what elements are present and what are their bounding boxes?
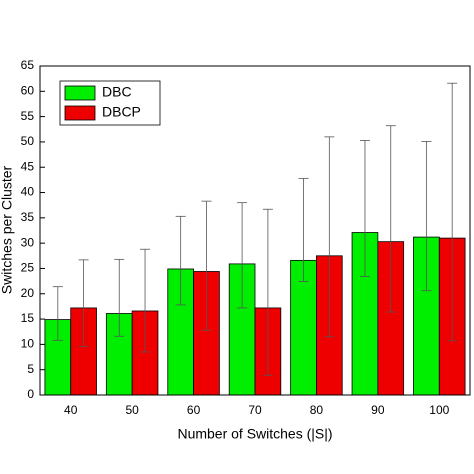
y-axis-title: Switches per Cluster bbox=[0, 165, 15, 294]
x-tick-label: 40 bbox=[64, 403, 78, 417]
y-tick-label: 20 bbox=[21, 286, 35, 300]
legend-label: DBC bbox=[102, 84, 132, 100]
y-tick-label: 60 bbox=[21, 83, 35, 97]
y-tick-label: 35 bbox=[21, 210, 35, 224]
y-tick-label: 30 bbox=[21, 235, 35, 249]
x-axis-title: Number of Switches (|S|) bbox=[177, 426, 332, 442]
y-tick-label: 15 bbox=[21, 311, 35, 325]
y-tick-label: 10 bbox=[21, 337, 35, 351]
y-tick-label: 50 bbox=[21, 134, 35, 148]
bar bbox=[290, 259, 317, 396]
plot-frame bbox=[39, 65, 471, 396]
legend-swatch bbox=[64, 85, 96, 101]
x-tick-label: 90 bbox=[371, 403, 385, 417]
y-tick-label: 55 bbox=[21, 109, 35, 123]
y-tick-label: 5 bbox=[27, 362, 34, 376]
y-tick-label: 65 bbox=[21, 58, 35, 72]
x-tick-label: 100 bbox=[429, 403, 449, 417]
legend-label: DBCP bbox=[102, 104, 141, 120]
x-tick-label: 80 bbox=[310, 403, 324, 417]
x-tick-label: 70 bbox=[248, 403, 262, 417]
y-tick-label: 0 bbox=[27, 387, 34, 401]
y-tick-label: 25 bbox=[21, 261, 35, 275]
legend-swatch bbox=[64, 105, 96, 121]
y-tick-label: 40 bbox=[21, 185, 35, 199]
x-tick-label: 50 bbox=[125, 403, 139, 417]
x-tick-label: 60 bbox=[187, 403, 201, 417]
y-tick-label: 45 bbox=[21, 159, 35, 173]
